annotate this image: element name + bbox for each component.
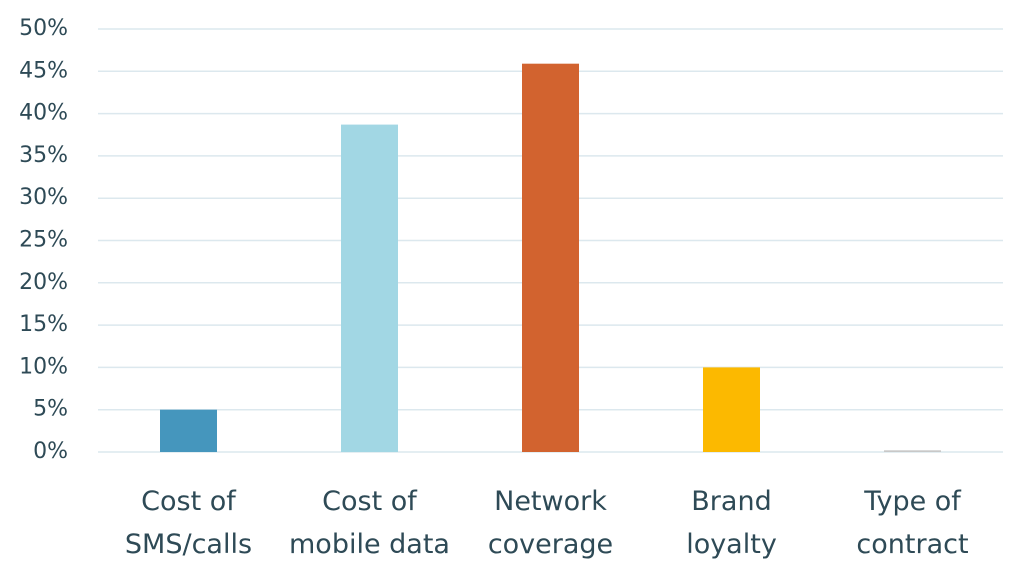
- y-tick-label: 40%: [19, 101, 68, 126]
- x-tick-label: Type of contract: [856, 486, 969, 560]
- bar: [884, 450, 941, 452]
- x-tick-label: Network coverage: [487, 486, 614, 560]
- y-tick-label: 5%: [33, 397, 68, 422]
- x-tick-label: Brand loyalty: [686, 486, 777, 560]
- x-tick-label: Cost of SMS/calls: [124, 486, 253, 560]
- x-tick-label: Cost of mobile data: [289, 486, 450, 560]
- y-tick-label: 25%: [19, 228, 68, 253]
- y-tick-label: 0%: [33, 439, 68, 464]
- y-tick-label: 35%: [19, 143, 68, 168]
- bar: [341, 124, 398, 453]
- y-tick-label: 30%: [19, 185, 68, 210]
- y-tick-label: 20%: [19, 270, 68, 295]
- bar: [522, 63, 579, 452]
- y-tick-label: 50%: [19, 16, 68, 41]
- y-tick-label: 10%: [19, 354, 68, 379]
- y-tick-label: 45%: [19, 58, 68, 83]
- y-tick-label: 15%: [19, 312, 68, 337]
- bar: [703, 367, 760, 452]
- bar: [160, 409, 217, 452]
